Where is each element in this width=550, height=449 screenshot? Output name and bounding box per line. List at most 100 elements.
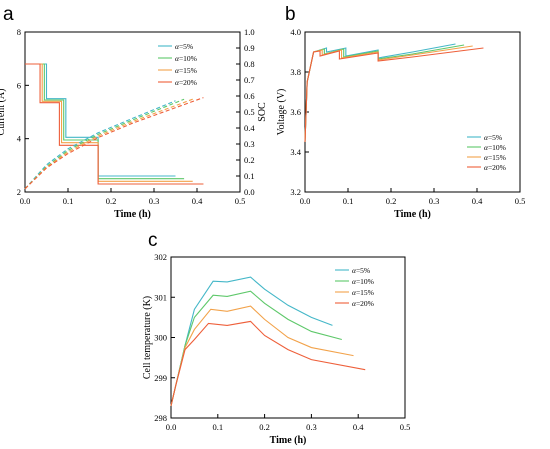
y-tick-label-a: 8 [17, 27, 21, 37]
y2-tick-label-a: 1.0 [244, 27, 255, 37]
y-axis-title-a: Current (A) [0, 89, 7, 136]
x-tick-label-b: 0.5 [515, 196, 526, 206]
legend-label-c-2: α=10% [352, 277, 374, 286]
panel-label-b: b [285, 4, 296, 25]
series-line-c-4 [170, 320, 366, 407]
legend-value: =20% [179, 78, 197, 87]
y-tick-label-b: 3.6 [290, 107, 301, 117]
y2-axis-title-a: SOC [257, 102, 268, 122]
x-tick-label-c: 0.2 [259, 422, 270, 432]
legend-symbol: α [352, 288, 357, 297]
soc-line-a-4 [24, 97, 204, 190]
legend-symbol: α [175, 42, 180, 51]
legend-c: α=5%α=10%α=15%α=20% [335, 266, 374, 308]
legend-value: =5% [179, 42, 193, 51]
y-tick-label-b: 3.4 [290, 147, 301, 157]
x-tick-label-c: 0.5 [400, 422, 411, 432]
legend-symbol: α [484, 143, 489, 152]
legend-symbol: α [175, 54, 180, 63]
x-tick-label-c: 0.0 [166, 422, 177, 432]
series-line-b-3 [304, 45, 473, 143]
x-tick-label-c: 0.4 [353, 422, 364, 432]
x-tick-label-a: 0.4 [192, 196, 203, 206]
soc-line-a-3 [24, 98, 193, 190]
y2-tick-label-a: 0.2 [244, 155, 255, 165]
y2-tick-label-a: 0.8 [244, 59, 255, 69]
x-tick-label-a: 0.2 [106, 196, 117, 206]
legend-value: =5% [488, 133, 502, 142]
panel-a: a 0.0 0.1 0.2 0.3 0.4 0.5 2 4 6 8 Time (h) Current (… [0, 4, 268, 220]
legend-symbol: α [175, 78, 180, 87]
panel-label-a: a [3, 4, 14, 25]
x-tick-label-a: 0.3 [149, 196, 160, 206]
legend-value: =10% [356, 277, 374, 286]
y-tick-label-c: 298 [154, 413, 167, 423]
x-tick-label-c: 0.3 [306, 422, 317, 432]
series-line-c-1 [170, 276, 333, 407]
legend-symbol: α [484, 133, 489, 142]
y2-tick-label-a: 0.4 [244, 123, 255, 133]
legend-value: =20% [356, 299, 374, 308]
soc-line-a-1 [24, 100, 176, 190]
x-tick-label-b: 0.3 [429, 196, 440, 206]
x-axis-title-b: Time (h) [394, 209, 431, 220]
legend-value: =15% [356, 288, 374, 297]
x-axis-title-c: Time (h) [270, 435, 307, 446]
y-axis-title-c: Cell temperature (K) [142, 296, 153, 379]
legend-symbol: α [175, 66, 180, 75]
y-tick-label-c: 302 [154, 252, 167, 262]
series-line-b-4 [304, 47, 484, 143]
legend-symbol: α [484, 163, 489, 172]
legend-label-c-1: α=5% [352, 266, 370, 275]
y2-tick-label-a: 0.5 [244, 107, 255, 117]
y2-tick-label-a: 0.9 [244, 43, 255, 53]
legend-symbol: α [352, 277, 357, 286]
legend-label-b-1: α=5% [484, 133, 502, 142]
legend-value: =5% [356, 266, 370, 275]
y2-tick-label-a: 0.1 [244, 171, 255, 181]
x-tick-label-c: 0.1 [212, 422, 223, 432]
legend-label-c-4: α=20% [352, 299, 374, 308]
y2-tick-label-a: 0.3 [244, 139, 255, 149]
plot-frame-a [24, 31, 241, 193]
series-line-a-2 [25, 63, 185, 180]
soc-line-a-2 [24, 98, 185, 190]
x-tick-label-a: 0.1 [63, 196, 74, 206]
series-line-c-3 [170, 305, 354, 407]
legend-symbol: α [484, 153, 489, 162]
series-line-a-4 [25, 63, 204, 185]
y2-tick-label-a: 0.7 [244, 75, 255, 85]
legend-b: α=5%α=10%α=15%α=20% [467, 133, 506, 172]
x-tick-label-b: 0.4 [472, 196, 483, 206]
y-tick-label-c: 300 [154, 333, 167, 343]
legend-symbol: α [352, 299, 357, 308]
legend-label-a-2: α=10% [175, 54, 197, 63]
legend-value: =15% [488, 153, 506, 162]
series-line-a-1 [25, 63, 176, 177]
x-tick-label-b: 0.1 [343, 196, 354, 206]
legend-value: =20% [488, 163, 506, 172]
x-tick-label-b: 0.2 [386, 196, 397, 206]
y2-tick-label-a: 0.6 [244, 91, 255, 101]
panel-b: b 0.0 0.1 0.2 0.3 0.4 0.5 3.2 3.4 3.6 3.8 4.0 Time (… [276, 4, 525, 220]
x-tick-label-b: 0.0 [300, 196, 311, 206]
y2-tick-label-a: 0.0 [244, 187, 255, 197]
legend-label-a-4: α=20% [175, 78, 197, 87]
x-tick-label-a: 0.0 [20, 196, 31, 206]
legend-value: =15% [179, 66, 197, 75]
y-tick-label-b: 4.0 [290, 27, 301, 37]
legend-value: =10% [488, 143, 506, 152]
legend-symbol: α [352, 266, 357, 275]
legend-label-b-4: α=20% [484, 163, 506, 172]
panel-c: c 0.0 0.1 0.2 0.3 0.4 0.5 298 299 300 301 302 Time (… [142, 230, 410, 446]
y-tick-label-c: 299 [154, 373, 167, 383]
y-tick-label-a: 2 [17, 187, 21, 197]
y-tick-label-a: 6 [17, 80, 21, 90]
y-tick-label-b: 3.2 [290, 187, 301, 197]
legend-label-b-3: α=15% [484, 153, 506, 162]
legend-label-c-3: α=15% [352, 288, 374, 297]
x-tick-label-a: 0.5 [235, 196, 246, 206]
panel-label-c: c [148, 230, 158, 251]
y-tick-label-b: 3.8 [290, 67, 301, 77]
